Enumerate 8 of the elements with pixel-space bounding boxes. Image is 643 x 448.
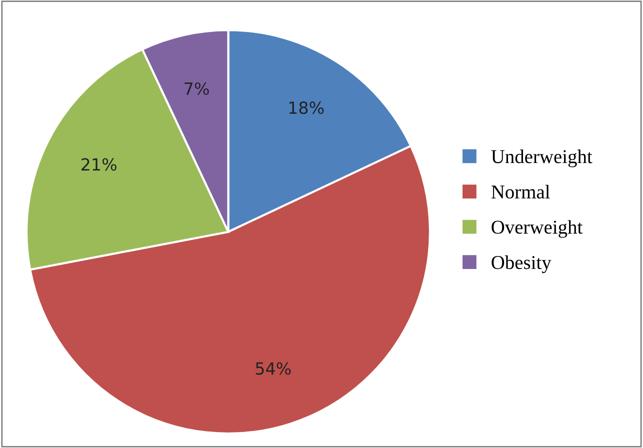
data-label: 54% [256,362,291,375]
legend-label: Underweight [491,150,592,168]
legend-label: Overweight [492,220,583,238]
data-label: 7% [184,82,209,95]
legend-label: Obesity [492,255,552,274]
data-label: 18% [289,101,324,114]
data-label: 21% [82,158,116,171]
legend-label: Normal [491,184,550,199]
